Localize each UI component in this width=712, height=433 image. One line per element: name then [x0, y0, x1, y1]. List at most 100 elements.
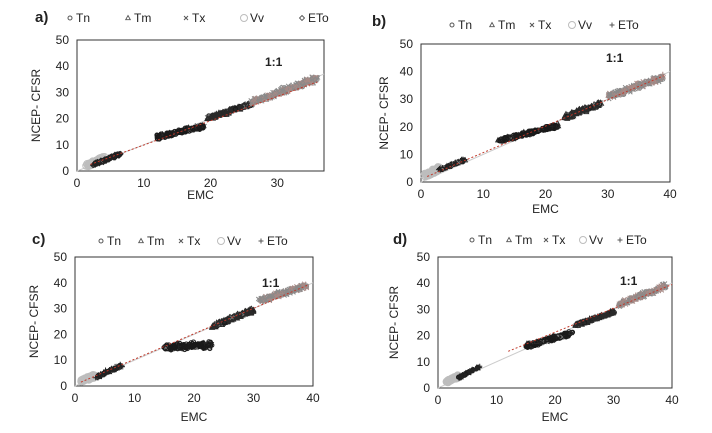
- data-point-tm: [226, 107, 234, 113]
- y-tick-label: 10: [417, 355, 431, 369]
- legend-marker-tx: [529, 22, 535, 28]
- y-axis-label: NCEP- CFSR: [27, 285, 41, 359]
- legend-label-tx: Tx: [192, 11, 205, 25]
- legend-label-vv: Vv: [227, 234, 241, 248]
- data-point-tm: [594, 102, 601, 109]
- plot-area: [76, 39, 325, 172]
- legend-marker-tm: [505, 236, 513, 243]
- data-point-eto: [107, 368, 113, 374]
- data-point-tn: [507, 135, 513, 141]
- data-point-tn: [200, 125, 206, 131]
- identity-annotation: 1:1: [265, 55, 283, 69]
- legend-marker-tn: [67, 15, 73, 21]
- panel-label: c): [32, 231, 45, 248]
- data-point-vv: [79, 375, 88, 384]
- legend-label-tm: Tm: [515, 233, 532, 247]
- data-point-tm: [243, 310, 250, 317]
- panel-b: [419, 43, 671, 183]
- x-tick-label: 0: [74, 176, 81, 190]
- data-point-tn: [188, 344, 194, 350]
- data-point-tx: [644, 80, 649, 86]
- x-tick-label: 20: [539, 187, 553, 201]
- data-point-tm: [171, 130, 178, 136]
- data-point-eto: [470, 368, 476, 374]
- data-point-tn: [513, 132, 519, 138]
- legend-marker-tx: [543, 237, 549, 243]
- legend-marker-vv: [568, 21, 576, 29]
- data-point-tn: [181, 343, 187, 349]
- y-tick-label: 50: [400, 37, 414, 51]
- x-tick-label: 20: [204, 176, 218, 190]
- x-tick-label: 10: [137, 176, 151, 190]
- data-point-tm: [508, 134, 515, 140]
- panel-c: [74, 256, 314, 387]
- data-point-tm: [599, 312, 606, 319]
- data-point-tm: [567, 329, 574, 336]
- data-point-tx: [256, 98, 262, 103]
- legend-marker-vv: [240, 14, 248, 22]
- data-point-tn: [502, 138, 508, 144]
- y-tick-label: 30: [417, 302, 431, 316]
- data-point-tn: [193, 125, 199, 131]
- legend-label-eto: ETo: [267, 234, 288, 248]
- data-point-tm: [564, 115, 571, 121]
- y-tick-label: 30: [400, 92, 414, 106]
- legend-marker-tn: [449, 22, 455, 28]
- y-axis-label: NCEP- CFSR: [377, 76, 391, 150]
- data-point-tn: [582, 320, 588, 326]
- x-tick-label: 20: [548, 393, 562, 407]
- legend-marker-eto: [609, 22, 615, 28]
- data-point-tx: [300, 283, 306, 289]
- x-axis-label: EMC: [532, 202, 559, 216]
- data-point-tx: [620, 299, 625, 305]
- data-point-eto: [445, 163, 451, 169]
- data-point-tn: [175, 129, 181, 135]
- data-point-tx: [657, 286, 663, 292]
- y-tick-label: 10: [400, 147, 414, 161]
- legend-label-vv: Vv: [578, 18, 592, 32]
- legend-marker-tm: [137, 237, 145, 244]
- data-point-tx: [613, 92, 619, 98]
- data-point-tx: [621, 297, 627, 302]
- data-point-tm: [635, 292, 642, 298]
- y-axis-label: NCEP- CFSR: [29, 69, 43, 143]
- y-tick-label: 30: [56, 85, 70, 99]
- data-point-tm: [594, 315, 601, 321]
- y-tick-label: 40: [417, 276, 431, 290]
- data-point-tm: [247, 308, 255, 315]
- data-point-eto: [185, 125, 193, 133]
- data-point-tn: [194, 342, 200, 348]
- y-tick-label: 0: [423, 381, 430, 395]
- data-point-eto: [99, 158, 106, 165]
- data-point-tn: [552, 336, 558, 342]
- data-point-tn: [588, 105, 594, 111]
- data-point-eto: [452, 161, 458, 167]
- trend-line: [90, 81, 318, 165]
- legend-label-tn: Tn: [107, 234, 121, 248]
- legend-label-eto: ETo: [308, 11, 329, 25]
- x-tick-label: 30: [247, 391, 261, 405]
- data-point-tx: [607, 92, 613, 97]
- data-point-tx: [309, 74, 315, 80]
- data-point-tx: [275, 288, 281, 294]
- data-point-tm: [561, 114, 568, 121]
- data-point-eto: [537, 339, 543, 345]
- data-point-tm: [587, 105, 595, 111]
- data-point-tx: [656, 78, 662, 84]
- y-tick-label: 40: [54, 276, 68, 290]
- data-point-tx: [640, 293, 646, 298]
- data-point-tm: [204, 115, 211, 122]
- data-point-tm: [216, 111, 223, 117]
- x-axis-label: EMC: [187, 188, 214, 202]
- legend-marker-tm: [488, 21, 496, 28]
- data-point-tm: [232, 314, 239, 321]
- data-point-eto: [437, 167, 443, 173]
- data-point-eto: [462, 371, 468, 377]
- data-point-tm: [247, 309, 255, 316]
- x-tick-label: 10: [477, 187, 491, 201]
- legend-label-tn: Tn: [458, 18, 472, 32]
- data-point-tm: [250, 307, 257, 313]
- data-point-tm: [573, 108, 580, 115]
- data-point-tn: [502, 136, 508, 142]
